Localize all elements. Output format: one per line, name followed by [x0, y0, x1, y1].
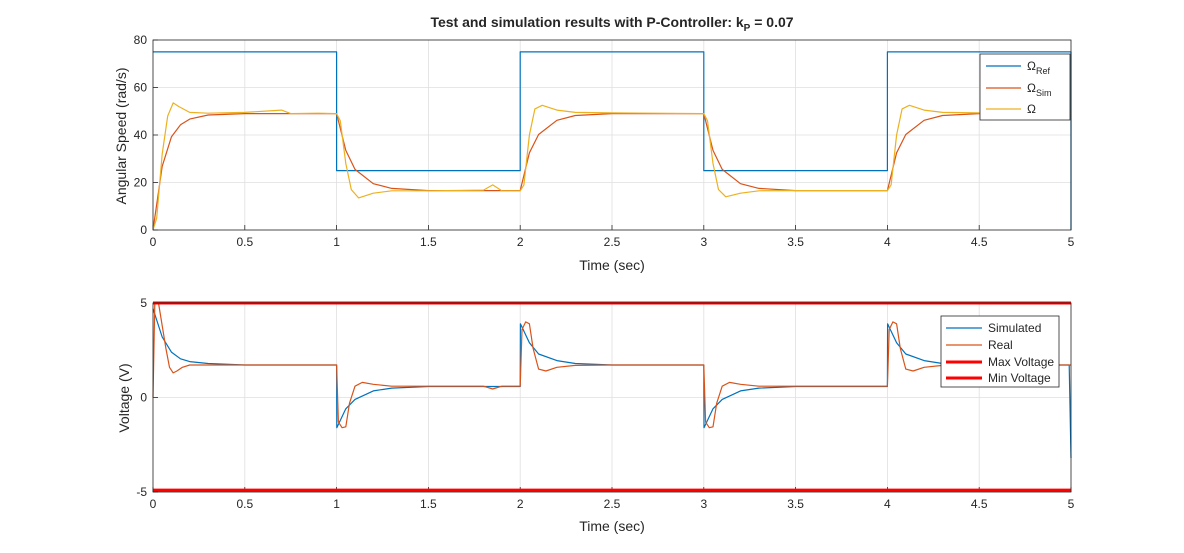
bottom-x-tick-label: 1	[333, 497, 340, 511]
top-series-line--	[152, 102, 1072, 231]
bottom-x-tick-label: 0.5	[236, 497, 253, 511]
bottom-x-tick-label: 2	[517, 497, 524, 511]
bottom-x-tick-label: 1.5	[420, 497, 437, 511]
top-axes-frame	[152, 39, 1072, 231]
legend-label-omega: Ω	[1027, 102, 1036, 116]
bottom-y-tick-label: 5	[140, 296, 147, 310]
top-y-tick-label: 20	[134, 176, 148, 190]
top-x-tick-label: 3	[700, 235, 707, 249]
legend-label-simulated: Simulated	[988, 321, 1041, 335]
bottom-x-tick-label: 0	[150, 497, 157, 511]
bottom-y-axis-label: Voltage (V)	[116, 363, 132, 432]
top-x-tick-label: 5	[1068, 235, 1075, 249]
top-y-tick-label: 0	[140, 223, 147, 237]
top-y-tick-label: 40	[134, 128, 148, 142]
legend-label-min-voltage: Min Voltage	[988, 371, 1051, 385]
bottom-legend: Simulated Real Max Voltage Min Voltage	[940, 315, 1060, 388]
bottom-y-tick-label: -5	[136, 485, 147, 499]
top-y-tick-label: 60	[134, 81, 148, 95]
bottom-axes: 0 0.5 1 1.5 2 2.5 3 3.5 4 4.5 5-505	[136, 296, 1074, 511]
top-y-tick-label: 80	[134, 33, 148, 47]
top-x-tick-label: 0.5	[236, 235, 253, 249]
legend-label-max-voltage: Max Voltage	[988, 355, 1054, 369]
bottom-x-axis-label: Time (sec)	[579, 518, 645, 534]
top-series-line--sim	[152, 112, 1071, 231]
top-x-tick-label: 1.5	[420, 235, 437, 249]
bottom-y-tick-label: 0	[140, 391, 147, 405]
bottom-axes-frame	[152, 302, 1072, 493]
legend-label-omega-sim: ΩSim	[1027, 81, 1051, 98]
top-x-tick-label: 2	[517, 235, 524, 249]
top-x-tick-label: 1	[333, 235, 340, 249]
legend-label-real: Real	[988, 338, 1013, 352]
top-axes: 0 0.5 1 1.5 2 2.5 3 3.5 4 4.5 5 0 20 40 60 80	[134, 33, 1075, 249]
bottom-x-tick-label: 3.5	[787, 497, 804, 511]
legend-label-omega-ref: ΩRef	[1027, 59, 1050, 76]
top-x-tick-label: 4	[884, 235, 891, 249]
top-x-tick-label: 4.5	[971, 235, 988, 249]
bottom-x-tick-label: 2.5	[604, 497, 621, 511]
top-legend: ΩRef ΩSim Ω	[979, 53, 1071, 121]
top-legend-box	[979, 53, 1071, 121]
bottom-x-tick-label: 3	[700, 497, 707, 511]
top-series-line--ref	[153, 51, 1072, 230]
top-x-tick-label: 0	[150, 235, 157, 249]
bottom-x-tick-label: 5	[1068, 497, 1075, 511]
bottom-x-tick-label: 4.5	[971, 497, 988, 511]
bottom-x-tick-label: 4	[884, 497, 891, 511]
top-plot-title: Test and simulation results with P-Contr…	[430, 14, 793, 34]
top-x-tick-label: 2.5	[604, 235, 621, 249]
top-x-tick-label: 3.5	[787, 235, 804, 249]
top-y-axis-label: Angular Speed (rad/s)	[113, 68, 129, 205]
bottom-series-line-real	[152, 302, 1071, 429]
top-x-axis-label: Time (sec)	[579, 257, 645, 273]
